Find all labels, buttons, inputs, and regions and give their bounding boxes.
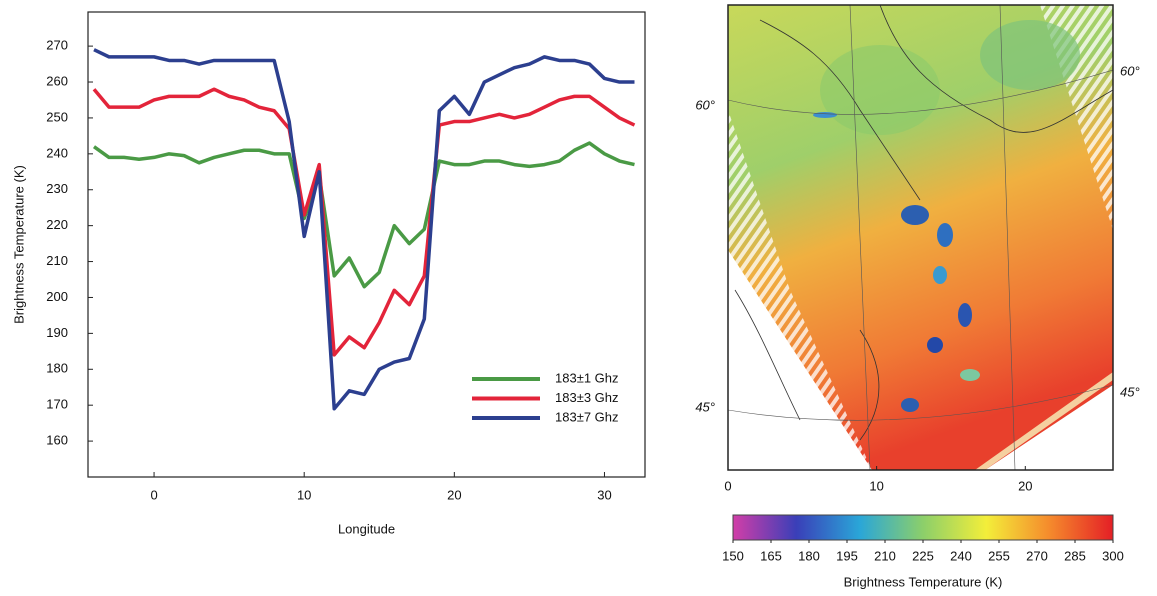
colorbar-tick-label: 150 bbox=[722, 548, 744, 563]
y-tick-label: 260 bbox=[46, 73, 68, 88]
latitude-label: 45° bbox=[1120, 384, 1140, 399]
colorbar-label: Brightness Temperature (K) bbox=[844, 574, 1003, 589]
colorbar-tick-label: 165 bbox=[760, 548, 782, 563]
latitude-label: 60° bbox=[1120, 63, 1140, 78]
y-tick-label: 240 bbox=[46, 145, 68, 160]
y-tick-label: 250 bbox=[46, 109, 68, 124]
colorbar-tick-label: 240 bbox=[950, 548, 972, 563]
colorbar-tick-label: 195 bbox=[836, 548, 858, 563]
x-tick-label: 0 bbox=[150, 487, 157, 502]
plot-frame bbox=[87, 11, 646, 478]
colorbar-tick-label: 225 bbox=[912, 548, 934, 563]
y-axis-label: Brightness Temperature (K) bbox=[11, 165, 26, 324]
colorbar-tick-label: 300 bbox=[1102, 548, 1124, 563]
colorbar-tick-label: 180 bbox=[798, 548, 820, 563]
y-tick-label: 190 bbox=[46, 325, 68, 340]
y-tick-label: 180 bbox=[46, 361, 68, 376]
colorbar-tick-label: 210 bbox=[874, 548, 896, 563]
colorbar-tick-label: 270 bbox=[1026, 548, 1048, 563]
legend-label: 183±3 Ghz bbox=[555, 390, 619, 405]
y-tick-label: 200 bbox=[46, 289, 68, 304]
x-tick-label: 30 bbox=[597, 487, 611, 502]
x-tick-label: 10 bbox=[297, 487, 311, 502]
x-tick-label: 10 bbox=[869, 478, 883, 493]
latitude-label: 45° bbox=[695, 399, 715, 414]
y-tick-label: 160 bbox=[46, 433, 68, 448]
y-tick-label: 230 bbox=[46, 181, 68, 196]
y-tick-label: 170 bbox=[46, 397, 68, 412]
x-tick-label: 20 bbox=[447, 487, 461, 502]
x-axis-label: Longitude bbox=[338, 521, 395, 536]
map-image bbox=[728, 5, 1113, 470]
y-tick-label: 220 bbox=[46, 217, 68, 232]
x-tick-label: 0 bbox=[724, 478, 731, 493]
x-tick-label: 20 bbox=[1018, 478, 1032, 493]
legend-label: 183±7 Ghz bbox=[555, 409, 619, 424]
legend-label: 183±1 Ghz bbox=[555, 370, 619, 385]
latitude-label: 60° bbox=[695, 97, 715, 112]
map-frame bbox=[727, 4, 1114, 471]
y-tick-label: 270 bbox=[46, 38, 68, 53]
colorbar bbox=[732, 514, 1114, 541]
series-line bbox=[92, 87, 636, 357]
y-tick-label: 210 bbox=[46, 253, 68, 268]
colorbar-tick-label: 285 bbox=[1064, 548, 1086, 563]
colorbar-tick-label: 255 bbox=[988, 548, 1010, 563]
series-line bbox=[92, 141, 635, 289]
series-line bbox=[93, 48, 635, 411]
